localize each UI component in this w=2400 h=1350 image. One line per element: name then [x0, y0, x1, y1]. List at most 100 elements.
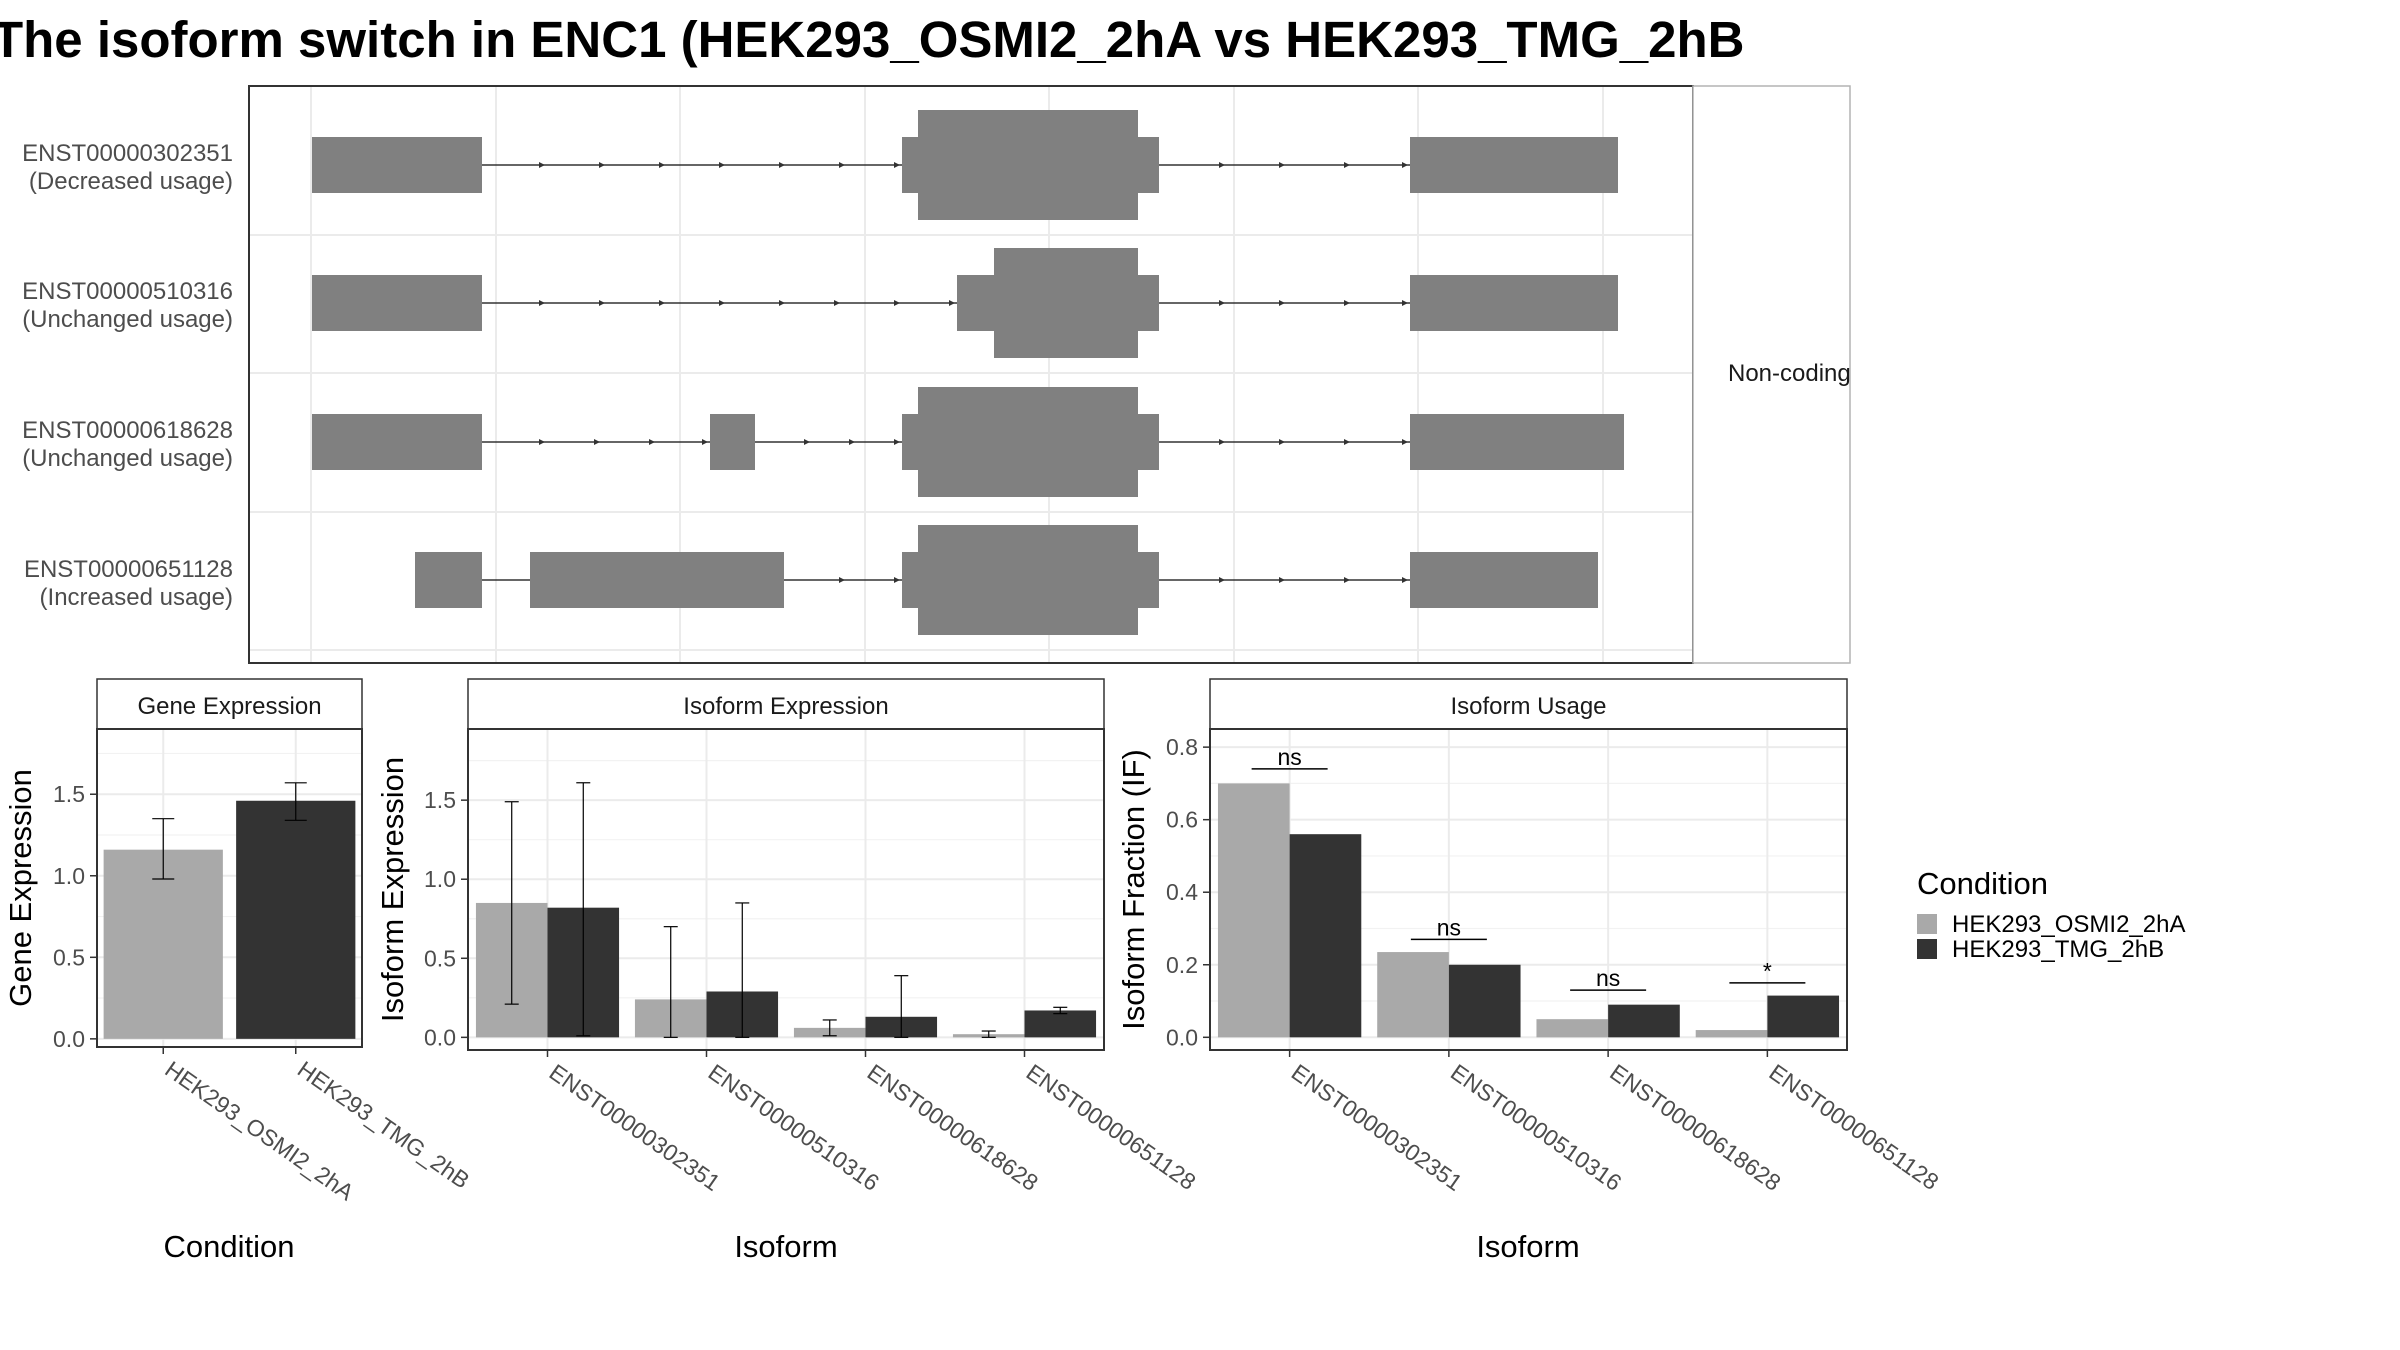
exon-block — [918, 387, 1138, 497]
y-tick-label: 0.2 — [1166, 952, 1198, 978]
exon-block — [415, 552, 482, 608]
intron-arrow — [1344, 162, 1350, 168]
panel-strip — [96, 678, 363, 730]
y-tick-label: 0.0 — [424, 1024, 456, 1050]
intron-arrow — [839, 162, 845, 168]
x-axis-title: Isoform — [734, 1229, 837, 1264]
intron-arrow — [894, 577, 900, 583]
intron-arrow — [849, 439, 855, 445]
x-axis-title: Condition — [164, 1229, 295, 1264]
bar-HEK293_OSMI2_2hA — [1377, 952, 1449, 1038]
panel-title: Gene Expression — [137, 693, 321, 720]
significance-label: ns — [1437, 914, 1461, 940]
exon-block — [312, 275, 482, 331]
exon-block — [710, 414, 755, 470]
transcript-structure-panel: Non-coding ENST00000302351 (Decreased us… — [22, 85, 1851, 664]
x-tick-label: ENST00000510316 — [704, 1059, 884, 1196]
figure-title: The isoform switch in ENC1 (HEK293_OSMI2… — [0, 11, 1744, 68]
intron-arrow — [1402, 300, 1408, 306]
structure-rows: ENST00000302351 (Decreased usage) ENST00… — [22, 110, 1624, 635]
intron-arrow — [659, 300, 665, 306]
condition-legend: Condition HEK293_OSMI2_2hA HEK293_TMG_2h… — [1917, 866, 2185, 963]
intron-arrow — [1402, 162, 1408, 168]
intron-arrow — [779, 162, 785, 168]
intron-arrow — [539, 439, 545, 445]
legend-label-osmi: HEK293_OSMI2_2hA — [1952, 911, 2185, 938]
isoform-expression-panel: Isoform Expression 0.0 0.5 1.0 1.5 ENST000003… — [375, 678, 1201, 1264]
exon-block — [312, 414, 482, 470]
x-tick-label: ENST00000618628 — [863, 1059, 1043, 1196]
intron-arrow — [1279, 439, 1285, 445]
legend-title: Condition — [1917, 866, 2048, 901]
intron-arrow — [539, 162, 545, 168]
bar-HEK293_TMG_2hB — [1024, 1010, 1097, 1038]
x-tick-label: ENST00000618628 — [1605, 1059, 1785, 1196]
intron-arrow — [719, 300, 725, 306]
panel-border — [96, 728, 363, 1048]
y-tick-label: 0.0 — [1166, 1024, 1198, 1050]
exon-block — [1410, 414, 1624, 470]
legend-swatch-osmi — [1917, 914, 1937, 934]
x-tick-label: ENST00000651128 — [1022, 1059, 1201, 1195]
intron-arrow — [1279, 300, 1285, 306]
transcript-id-label: ENST00000302351 — [22, 140, 233, 167]
panel-title: Isoform Usage — [1450, 693, 1606, 720]
intron-arrow — [649, 439, 655, 445]
intron-arrow — [779, 300, 785, 306]
bar-HEK293_TMG_2hB — [1767, 995, 1840, 1038]
structure-facet-strip — [1692, 85, 1851, 664]
y-tick-label: 1.5 — [53, 781, 85, 807]
exon-block — [312, 137, 482, 193]
transcript-id-label: ENST00000510316 — [22, 278, 233, 305]
intron-arrow — [1219, 577, 1225, 583]
structure-facet-label: Non-coding — [1728, 360, 1851, 387]
y-axis-title: Isoform Fraction (IF) — [1116, 749, 1151, 1030]
intron-arrow — [1219, 300, 1225, 306]
intron-arrow — [834, 300, 840, 306]
bar-HEK293_TMG_2hB — [236, 800, 356, 1039]
intron-arrow — [1344, 577, 1350, 583]
exon-block — [1410, 275, 1618, 331]
intron-arrow — [894, 162, 900, 168]
intron-arrow — [894, 300, 900, 306]
isoform-usage-panel: Isoform Usage ns ns ns * 0.0 0.2 0.4 0.6 0.8 ENST0… — [1116, 678, 1944, 1264]
intron-arrow — [1279, 577, 1285, 583]
x-tick-label: ENST00000651128 — [1765, 1059, 1944, 1195]
intron-arrow — [1344, 439, 1350, 445]
bar-HEK293_TMG_2hB — [1608, 1004, 1680, 1038]
y-tick-label: 0.5 — [53, 944, 85, 970]
intron-arrow — [594, 439, 600, 445]
exon-block — [918, 525, 1138, 635]
transcript-id-label: ENST00000651128 — [24, 556, 233, 583]
y-axis-title: Isoform Expression — [375, 757, 410, 1022]
intron-arrow — [1219, 162, 1225, 168]
legend-label-tmg: HEK293_TMG_2hB — [1952, 936, 2164, 963]
intron-arrow — [719, 162, 725, 168]
intron-arrow — [894, 439, 900, 445]
panel-border — [1209, 728, 1848, 1051]
intron-arrow — [1219, 439, 1225, 445]
significance-label: * — [1763, 958, 1772, 984]
transcript-id-label: ENST00000618628 — [22, 417, 233, 444]
bar-HEK293_OSMI2_2hA — [1217, 783, 1290, 1038]
exon-block — [918, 110, 1138, 220]
y-tick-label: 1.5 — [424, 787, 456, 813]
bar-HEK293_OSMI2_2hA — [1695, 1030, 1768, 1038]
transcript-usage-label: (Unchanged usage) — [22, 306, 233, 333]
intron-arrow — [1402, 439, 1408, 445]
intron-arrow — [599, 162, 605, 168]
intron-arrow — [804, 439, 810, 445]
significance-label: ns — [1277, 744, 1301, 770]
y-tick-label: 0.5 — [424, 945, 456, 971]
transcript-usage-label: (Increased usage) — [40, 584, 233, 611]
y-tick-label: 0.8 — [1166, 734, 1198, 760]
exon-block — [530, 552, 784, 608]
y-tick-label: 0.4 — [1166, 879, 1198, 905]
intron-arrow — [599, 300, 605, 306]
bar-HEK293_TMG_2hB — [1289, 834, 1362, 1038]
intron-arrow — [949, 300, 955, 306]
bar-HEK293_OSMI2_2hA — [1536, 1019, 1609, 1038]
exon-block — [1410, 552, 1598, 608]
intron-arrow — [839, 577, 845, 583]
